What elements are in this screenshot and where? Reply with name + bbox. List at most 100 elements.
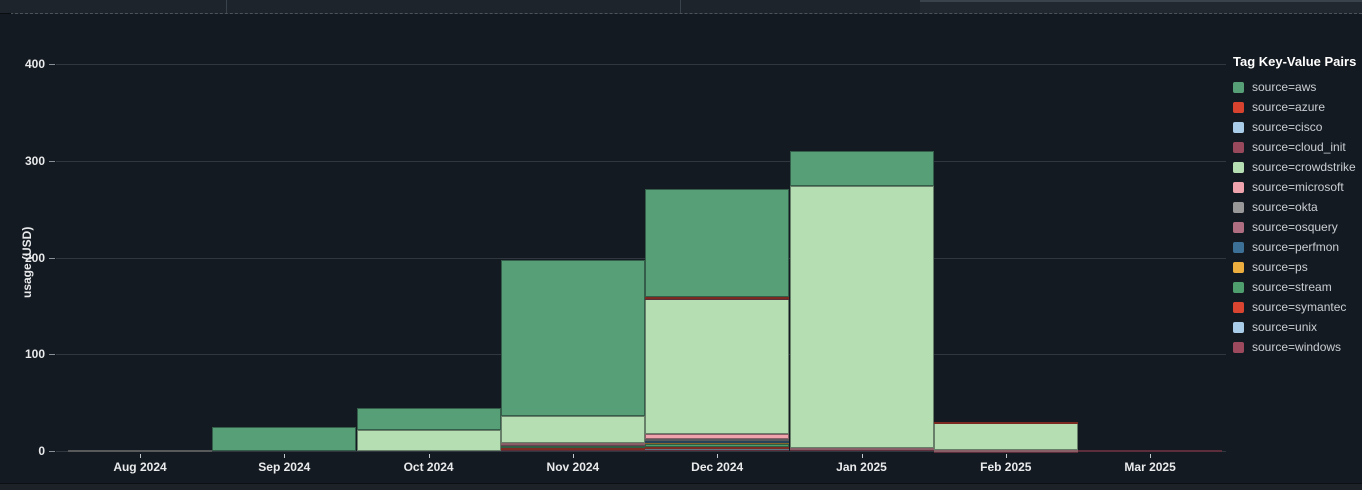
legend-item-symantec[interactable]: source=symantec bbox=[1233, 297, 1361, 317]
legend-swatch-icon bbox=[1233, 81, 1244, 93]
legend-item-aws[interactable]: source=aws bbox=[1233, 77, 1361, 97]
y-tick bbox=[49, 354, 55, 356]
bar-segment-symantec[interactable] bbox=[500, 448, 645, 451]
legend-label: source=cisco bbox=[1252, 120, 1323, 134]
y-tick-label: 200 bbox=[24, 250, 45, 265]
bar-segment-crowdstrike[interactable] bbox=[645, 297, 790, 435]
stacked-bar-chart: usage (USD) 0 100 200 300 400 Aug 2024 Sep 202… bbox=[0, 14, 1362, 483]
legend-swatch-icon bbox=[1233, 301, 1244, 313]
legend-swatch-icon bbox=[1233, 341, 1244, 353]
bar-segment-stream[interactable] bbox=[500, 445, 645, 449]
legend-label: source=cloud_init bbox=[1252, 140, 1346, 154]
legend-swatch-icon bbox=[1233, 121, 1244, 133]
panel-divider bbox=[226, 0, 227, 13]
legend-swatch-icon bbox=[1233, 161, 1244, 173]
x-tick bbox=[861, 454, 863, 458]
legend-label: source=symantec bbox=[1252, 300, 1347, 314]
legend-swatch-icon bbox=[1233, 241, 1244, 253]
legend-swatch-icon bbox=[1233, 321, 1244, 333]
bar-segment-aws[interactable] bbox=[789, 151, 934, 187]
bar-segment-microsoft[interactable] bbox=[789, 448, 934, 451]
y-tick-label: 400 bbox=[24, 57, 45, 71]
legend-swatch-icon bbox=[1233, 201, 1244, 213]
bar-segment-azure[interactable] bbox=[645, 296, 790, 299]
panel-divider bbox=[680, 0, 681, 13]
chart-legend: Tag Key-Value Pairs source=aws source=azu… bbox=[1233, 54, 1361, 357]
panel-top-edge bbox=[0, 0, 1362, 14]
x-tick-label: Dec 2024 bbox=[691, 460, 744, 474]
panel-bottom-edge bbox=[0, 483, 1362, 490]
bar-segment-microsoft[interactable] bbox=[933, 449, 1078, 452]
legend-item-ps[interactable]: source=ps bbox=[1233, 257, 1361, 277]
gridline bbox=[56, 64, 1226, 65]
x-tick-label: Aug 2024 bbox=[113, 460, 167, 474]
legend-item-cloud_init[interactable]: source=cloud_init bbox=[1233, 137, 1361, 157]
x-tick bbox=[284, 454, 286, 458]
bar-segment-crowdstrike[interactable] bbox=[789, 186, 934, 449]
x-tick bbox=[140, 454, 141, 458]
bar-segment-azure[interactable] bbox=[933, 422, 1078, 425]
bar-segment-okta[interactable] bbox=[645, 439, 790, 442]
legend-item-crowdstrike[interactable]: source=crowdstrike bbox=[1233, 157, 1361, 177]
bar-segment-crowdstrike[interactable] bbox=[500, 416, 645, 444]
legend-label: source=osquery bbox=[1252, 220, 1338, 234]
legend-swatch-icon bbox=[1233, 101, 1244, 113]
legend-title: Tag Key-Value Pairs bbox=[1233, 54, 1357, 69]
usage-chart-panel: usage (USD) 0 100 200 300 400 Aug 2024 Sep 202… bbox=[0, 14, 1362, 483]
legend-swatch-icon bbox=[1233, 281, 1244, 293]
legend-label: source=okta bbox=[1252, 200, 1318, 214]
legend-label: source=stream bbox=[1252, 280, 1332, 294]
bar-segment-aws[interactable] bbox=[500, 260, 645, 417]
bar-segment-crowdstrike[interactable] bbox=[933, 422, 1078, 450]
x-tick-label: Feb 2025 bbox=[980, 460, 1032, 474]
y-tick-label: 300 bbox=[24, 153, 45, 168]
legend-item-azure[interactable]: source=azure bbox=[1233, 97, 1361, 117]
legend-label: source=windows bbox=[1252, 340, 1342, 354]
bar-segment-microsoft[interactable] bbox=[645, 434, 790, 440]
legend-label: source=perfmon bbox=[1252, 240, 1340, 254]
bar-segment-aws[interactable] bbox=[356, 408, 501, 430]
y-tick bbox=[49, 160, 55, 162]
legend-item-unix[interactable]: source=unix bbox=[1233, 317, 1361, 337]
legend-swatch-icon bbox=[1233, 221, 1244, 233]
bar-segment-perfmon[interactable] bbox=[645, 441, 790, 444]
y-tick bbox=[49, 451, 55, 452]
legend-label: source=microsoft bbox=[1252, 180, 1344, 194]
bar-segment-windows[interactable] bbox=[1078, 449, 1223, 452]
legend-swatch-icon bbox=[1233, 181, 1244, 193]
x-tick bbox=[1005, 454, 1007, 458]
legend-item-stream[interactable]: source=stream bbox=[1233, 277, 1361, 297]
panel-top-edge-right bbox=[920, 0, 1362, 13]
bar-segment-okta[interactable] bbox=[68, 450, 212, 453]
legend-item-windows[interactable]: source=windows bbox=[1233, 337, 1361, 357]
legend-swatch-icon bbox=[1233, 261, 1244, 273]
legend-label: source=azure bbox=[1252, 100, 1326, 114]
bar-segment-aws[interactable] bbox=[645, 189, 790, 297]
gridline bbox=[56, 257, 1226, 259]
gridline bbox=[56, 451, 1226, 452]
bar-segment-stream[interactable] bbox=[645, 443, 790, 448]
y-tick bbox=[49, 257, 55, 259]
x-tick-label: Oct 2024 bbox=[403, 460, 454, 474]
legend-item-microsoft[interactable]: source=microsoft bbox=[1233, 177, 1361, 197]
legend-label: source=ps bbox=[1252, 260, 1308, 274]
bar-segment-aws[interactable] bbox=[212, 426, 357, 451]
legend-swatch-icon bbox=[1233, 141, 1244, 153]
legend-item-cisco[interactable]: source=cisco bbox=[1233, 117, 1361, 137]
bar-segment-microsoft[interactable] bbox=[500, 443, 645, 446]
x-tick-label: Sep 2024 bbox=[258, 460, 311, 474]
y-tick bbox=[49, 64, 55, 65]
legend-item-osquery[interactable]: source=osquery bbox=[1233, 217, 1361, 237]
x-tick-label: Jan 2025 bbox=[836, 460, 887, 474]
legend-label: source=crowdstrike bbox=[1252, 160, 1356, 174]
y-tick-label: 100 bbox=[24, 347, 45, 362]
legend-label: source=aws bbox=[1252, 80, 1317, 94]
x-tick-label: Nov 2024 bbox=[546, 460, 600, 474]
x-tick bbox=[572, 454, 574, 458]
bar-segment-symantec[interactable] bbox=[645, 447, 790, 450]
legend-item-okta[interactable]: source=okta bbox=[1233, 197, 1361, 217]
x-tick bbox=[428, 454, 430, 458]
bar-segment-crowdstrike[interactable] bbox=[356, 429, 501, 451]
x-tick bbox=[1150, 454, 1152, 458]
legend-item-perfmon[interactable]: source=perfmon bbox=[1233, 237, 1361, 257]
